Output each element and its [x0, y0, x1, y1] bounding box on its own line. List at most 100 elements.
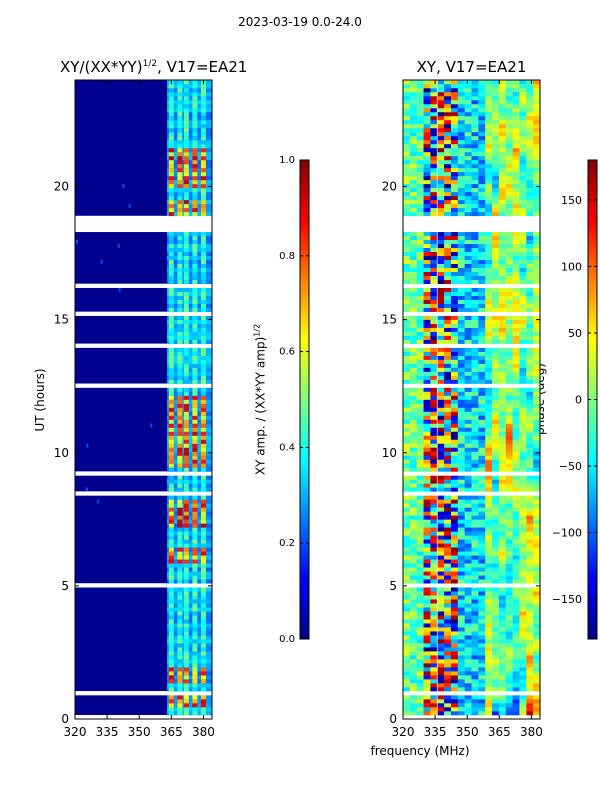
phase-cell [533, 611, 541, 616]
phase-cell [457, 675, 465, 680]
amplitude-cell [117, 243, 120, 248]
amplitude-cell [200, 211, 206, 217]
phase-cell [498, 303, 507, 308]
phase-cell [457, 199, 465, 205]
phase-cell [519, 235, 527, 241]
phase-cell [423, 199, 431, 205]
phase-cell [464, 623, 472, 628]
amplitude-cell [192, 563, 198, 568]
phase-cell [464, 351, 472, 356]
amplitude-cell [167, 359, 212, 364]
phase-cell [403, 563, 411, 568]
amplitude-cell [183, 175, 189, 181]
amplitude-cell [150, 423, 153, 428]
phase-cell [437, 651, 445, 656]
phase-cell [492, 235, 500, 241]
phase-cell [526, 167, 534, 173]
amplitude-cell [183, 475, 189, 480]
amplitude-cell [167, 87, 212, 93]
phase-cell [505, 91, 513, 97]
phase-cell [512, 631, 520, 636]
phase-cell [450, 271, 459, 276]
phase-cell [519, 231, 527, 237]
phase-cell [423, 131, 431, 137]
amplitude-cell [177, 607, 183, 612]
phase-cell [471, 435, 479, 440]
phase-cell [505, 455, 513, 460]
phase-cell [444, 443, 452, 448]
phase-cell [437, 551, 445, 556]
phase-cell [416, 115, 424, 121]
amplitude-cell [177, 599, 183, 604]
amplitude-cell [192, 391, 198, 396]
phase-cell [512, 271, 520, 276]
phase-cell [450, 559, 459, 564]
phase-cell [416, 203, 424, 209]
phase-cell [403, 379, 411, 384]
phase-cell [478, 651, 486, 656]
phase-cell [533, 591, 541, 596]
amplitude-cell [177, 395, 183, 400]
phase-cell [485, 323, 493, 328]
phase-cell [519, 599, 527, 604]
phase-cell [492, 591, 500, 596]
amplitude-cell [177, 391, 183, 396]
phase-cell [444, 291, 452, 296]
phase-cell [512, 531, 520, 536]
amplitude-cell [192, 523, 198, 528]
phase-cell [464, 299, 472, 304]
phase-cell [409, 319, 417, 324]
phase-cell [444, 331, 452, 336]
phase-cell [403, 411, 411, 416]
phase-cell [492, 547, 500, 552]
phase-xtick-label: 320 [392, 725, 415, 739]
phase-cell [403, 271, 411, 276]
amplitude-cell [177, 531, 183, 536]
phase-cell [533, 295, 541, 300]
phase-cell [403, 699, 411, 704]
phase-cell [471, 203, 479, 209]
amplitude-cell [167, 403, 212, 408]
phase-cell [485, 111, 493, 117]
amplitude-cell [177, 699, 183, 704]
phase-cell [512, 463, 520, 468]
phase-cell [512, 643, 520, 648]
amplitude-cell [167, 655, 212, 660]
phase-cell [471, 703, 479, 708]
phase-cell [485, 115, 493, 121]
phase-cell [492, 551, 500, 556]
phase-cell [519, 351, 527, 356]
amplitude-cell [183, 559, 189, 564]
phase-cell [505, 443, 513, 448]
phase-cell [519, 199, 527, 205]
amplitude-cell [168, 711, 174, 716]
amplitude-cell [183, 635, 189, 640]
phase-cell [526, 319, 534, 324]
phase-cell [471, 403, 479, 408]
amplitude-cell [168, 363, 174, 368]
phase-cell [450, 639, 459, 644]
phase-cell [505, 243, 513, 249]
amplitude-cell [167, 523, 212, 528]
phase-cell [505, 291, 513, 296]
amplitude-cell [200, 579, 206, 584]
phase-cell [444, 679, 452, 684]
phase-cell [416, 551, 424, 556]
amplitude-cell [167, 539, 212, 544]
phase-cell [409, 287, 417, 292]
phase-cell [450, 579, 459, 584]
phase-cell [505, 367, 513, 372]
phase-cell [471, 587, 479, 592]
amplitude-cell [167, 271, 212, 276]
phase-cell [464, 607, 472, 612]
phase-cell [512, 195, 520, 201]
phase-cell [492, 455, 500, 460]
phase-cell [533, 163, 541, 169]
phase-cell [492, 263, 500, 269]
phase-cell [498, 523, 507, 528]
amplitude-colorbar-tick-label: 0.4 [279, 442, 295, 453]
phase-cell [423, 143, 431, 149]
amplitude-cell [167, 467, 212, 472]
phase-cell [457, 243, 465, 249]
phase-cell [485, 499, 493, 504]
